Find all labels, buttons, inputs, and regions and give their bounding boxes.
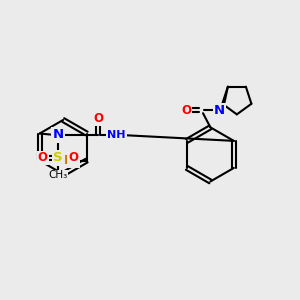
Text: O: O bbox=[68, 152, 78, 164]
Text: S: S bbox=[53, 152, 63, 164]
Text: N: N bbox=[214, 104, 225, 117]
Text: O: O bbox=[181, 104, 191, 117]
Text: N: N bbox=[52, 128, 64, 142]
Text: Br: Br bbox=[64, 154, 79, 167]
Text: O: O bbox=[93, 112, 103, 125]
Text: O: O bbox=[38, 152, 48, 164]
Text: CH₃: CH₃ bbox=[48, 170, 68, 180]
Text: NH: NH bbox=[107, 130, 126, 140]
